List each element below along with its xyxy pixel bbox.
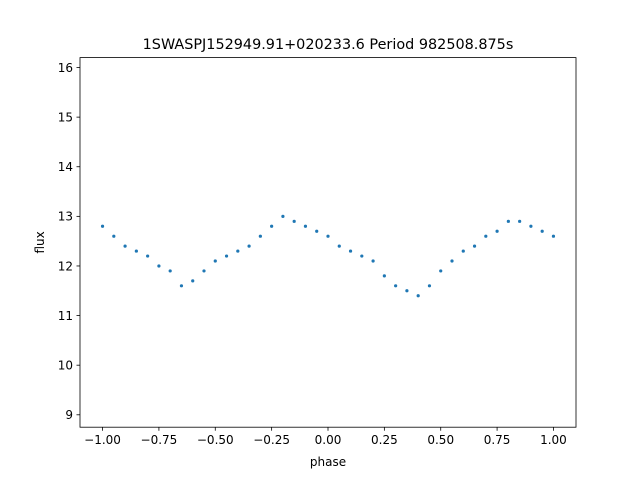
- data-point: [484, 234, 488, 238]
- data-point: [202, 269, 206, 273]
- data-point: [326, 234, 330, 238]
- data-point: [450, 259, 454, 263]
- data-point: [348, 249, 353, 253]
- y-tick-label: 14: [58, 160, 73, 174]
- data-point: [405, 289, 409, 293]
- x-tick-label: −0.75: [141, 433, 178, 447]
- x-axis-label: phase: [310, 455, 346, 469]
- data-point: [303, 224, 308, 228]
- data-point: [292, 219, 296, 223]
- y-axis-label: flux: [33, 231, 47, 253]
- data-point: [112, 234, 116, 238]
- y-tick-label: 10: [58, 358, 73, 372]
- data-point: [360, 254, 364, 258]
- data-point: [495, 229, 499, 233]
- data-point: [270, 224, 274, 228]
- x-tick-label: −0.50: [197, 433, 234, 447]
- data-point: [506, 219, 510, 223]
- x-tick-label: −1.00: [84, 433, 121, 447]
- data-point: [540, 229, 544, 233]
- data-point: [439, 269, 443, 273]
- y-tick-label: 11: [58, 309, 73, 323]
- data-point: [168, 269, 172, 273]
- data-point: [529, 224, 533, 228]
- y-axis: 9 10 11 12 13 14 15 16: [58, 61, 80, 422]
- data-point: [394, 284, 398, 288]
- x-tick-label: 0.25: [371, 433, 398, 447]
- data-point: [213, 259, 217, 263]
- data-point: [146, 254, 150, 258]
- data-point: [382, 274, 386, 278]
- data-point: [179, 284, 184, 288]
- data-point: [416, 294, 420, 298]
- x-tick-label: 0.50: [427, 433, 454, 447]
- x-tick-label: −0.25: [253, 433, 290, 447]
- data-point: [236, 249, 240, 253]
- y-tick-label: 15: [58, 110, 73, 124]
- data-point: [518, 219, 522, 223]
- y-tick-label: 16: [58, 61, 73, 75]
- data-point: [157, 264, 161, 268]
- data-point: [224, 254, 229, 258]
- y-tick-label: 13: [58, 210, 73, 224]
- data-point: [134, 249, 138, 253]
- data-point: [315, 229, 319, 233]
- data-points: [100, 214, 556, 298]
- x-tick-label: 0.00: [315, 433, 342, 447]
- y-tick-label: 9: [65, 408, 73, 422]
- data-point: [461, 249, 465, 253]
- x-tick-label: 1.00: [540, 433, 567, 447]
- y-tick-label: 12: [58, 259, 73, 273]
- data-point: [337, 244, 341, 248]
- chart-title: 1SWASPJ152949.91+020233.6 Period 982508.…: [143, 37, 514, 53]
- data-point: [247, 244, 251, 248]
- data-point: [100, 224, 105, 228]
- data-point: [123, 244, 127, 248]
- data-point: [551, 234, 556, 238]
- data-point: [258, 234, 262, 238]
- x-tick-label: 0.75: [484, 433, 511, 447]
- data-point: [281, 214, 285, 218]
- data-point: [371, 259, 375, 263]
- data-point: [191, 279, 195, 283]
- x-axis: −1.00 −0.75 −0.50 −0.25 0.00 0.25 0.50 0.75 1.00: [84, 427, 567, 447]
- data-point: [427, 284, 432, 288]
- data-point: [472, 244, 477, 248]
